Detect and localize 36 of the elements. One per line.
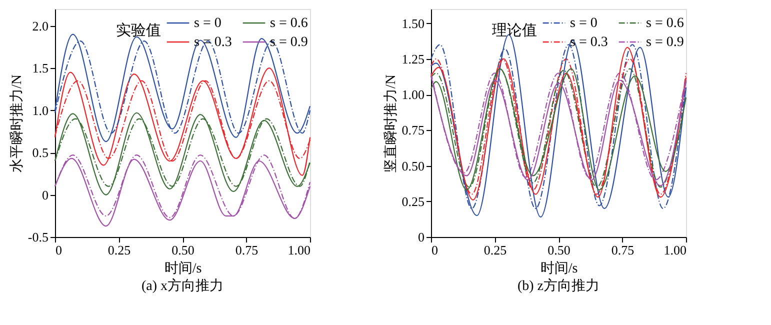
x-tick-label: 1.00 [288, 242, 310, 258]
y-tick-label: 0.5 [32, 145, 48, 160]
text: (b) z方向推力 [517, 278, 600, 294]
x-tick-label: 0 [432, 242, 438, 258]
legend-label: s = 0.6 [646, 16, 684, 31]
x-axis-title: 时间/s [540, 260, 578, 276]
x-tick-label: 0.25 [484, 242, 507, 258]
y-tick-label: 1.0 [32, 102, 48, 118]
y-axis-title: 竖直瞬时推力/N [382, 74, 399, 172]
x-tick-label: 0 [56, 242, 62, 258]
y-tick-label: 1.50 [402, 16, 424, 31]
text: (a) x方向推力 [141, 278, 224, 294]
legend-title: 实验值 [116, 22, 161, 39]
legend-label: s = 0 [194, 16, 222, 31]
x-tick-label: 0.50 [548, 242, 570, 258]
y-tick-label: 0 [42, 187, 48, 202]
x-tick-label: 0.75 [235, 242, 258, 258]
x-tick-label: 0.25 [108, 242, 131, 258]
y-tick-label: 1.25 [402, 51, 424, 66]
y-tick-label: -0.5 [28, 230, 48, 244]
y-tick-label: 0.75 [402, 122, 424, 138]
x-axis-title: 时间/s [164, 260, 202, 276]
x-tick-label: 0.50 [172, 242, 194, 258]
y-tick-label: 0.25 [402, 194, 424, 209]
legend-label: s = 0.9 [646, 35, 684, 50]
x-tick-label: 0.75 [611, 242, 634, 258]
y-axis-title: 水平瞬时推力/N [8, 74, 25, 172]
y-tick-label: 0 [418, 230, 424, 244]
legend-label: s = 0.6 [270, 16, 308, 31]
x-tick-label: 1.00 [664, 242, 686, 258]
y-tick-label: 1.5 [32, 60, 48, 76]
y-tick-label: 0.50 [402, 158, 424, 174]
legend-title: 理论值 [492, 22, 537, 39]
y-tick-label: 1.00 [402, 87, 424, 102]
y-tick-label: 2.0 [32, 18, 48, 34]
legend-label: s = 0 [570, 16, 598, 31]
